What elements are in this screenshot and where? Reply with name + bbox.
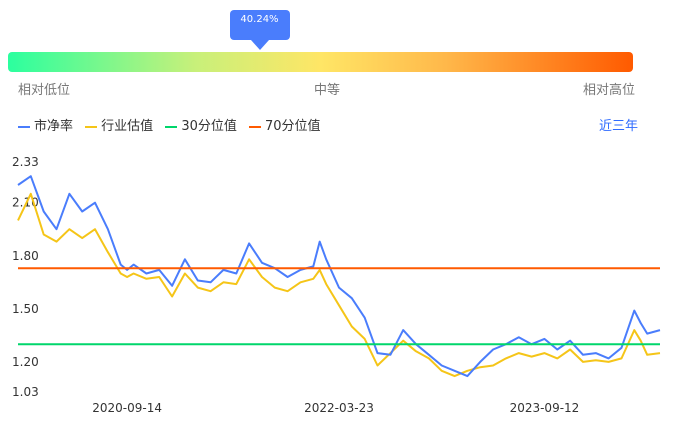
legend-label-pb: 市净率 — [34, 119, 74, 134]
y-tick-label: 1.20 — [12, 355, 39, 369]
legend-swatch-p30 — [165, 125, 178, 128]
legend-swatch-p70 — [249, 125, 261, 128]
y-tick-label: 1.50 — [12, 302, 39, 316]
series-line-0 — [17, 175, 661, 378]
y-tick-label: 1.80 — [12, 249, 39, 263]
legend-item-p30[interactable]: 30分位值 — [165, 115, 237, 134]
percentile-value: 40.24% — [240, 14, 279, 25]
percentile-tooltip: 40.24% — [229, 10, 290, 50]
y-tick-label: 2.33 — [12, 155, 39, 169]
range-3y-button[interactable]: 近三年 — [599, 119, 639, 134]
valuation-gauge-bar — [8, 52, 633, 72]
x-tick-label: 2020-09-14 — [92, 401, 162, 415]
gauge-mid-label: 中等 — [314, 83, 341, 98]
chart-legend: 市净率 行业估值 30分位值 70分位值 — [18, 115, 329, 134]
legend-swatch-pb — [18, 125, 30, 128]
legend-item-pb[interactable]: 市净率 — [18, 115, 73, 134]
x-tick-label: 2023-09-12 — [510, 401, 580, 415]
legend-item-industry[interactable]: 行业估值 — [85, 115, 153, 134]
series-line-1 — [17, 192, 661, 378]
legend-label-p30: 30分位值 — [181, 119, 237, 134]
legend-item-p70[interactable]: 70分位值 — [249, 115, 321, 134]
gauge-high-label: 相对高位 — [583, 83, 636, 98]
legend-label-industry: 行业估值 — [101, 119, 154, 134]
legend-swatch-industry — [85, 125, 98, 128]
gauge-low-label: 相对低位 — [18, 83, 71, 98]
y-tick-label: 1.03 — [12, 385, 39, 399]
x-tick-label: 2022-03-23 — [304, 401, 374, 415]
legend-label-p70: 70分位值 — [265, 119, 321, 134]
